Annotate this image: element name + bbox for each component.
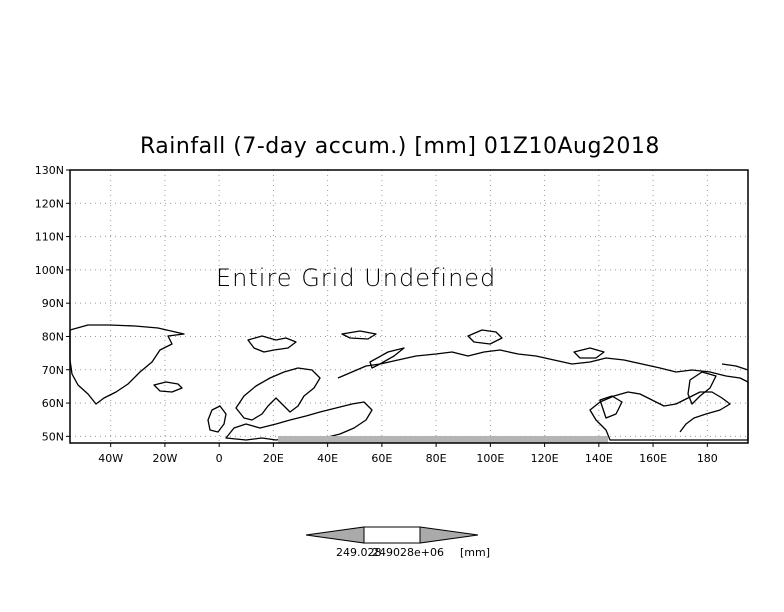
lon-tick-label: 180 (697, 452, 718, 465)
coastline-severnaya (467, 329, 503, 345)
lon-tick-label: 40W (98, 452, 123, 465)
lon-tick-label: 140E (585, 452, 613, 465)
coastline-asia (337, 349, 749, 441)
lat-tick-label: 130N (35, 164, 64, 177)
colorbar-right-label: 249028e+06 (372, 546, 444, 559)
lon-tick-label: 100E (476, 452, 504, 465)
lat-tick-label: 90N (42, 297, 64, 310)
lat-tick-label: 60N (42, 397, 64, 410)
undefined-band (278, 436, 608, 443)
coastline-svalbard (247, 335, 297, 353)
lat-tick-label: 70N (42, 364, 64, 377)
grid-lines (70, 170, 748, 443)
plot-frame (69, 169, 749, 444)
coastline-new-siberian (573, 347, 605, 359)
coastlines (69, 324, 749, 441)
lon-axis: 40W 20W 0 20E 40E 60E 80E 100E 120E 140E 160E 180 (98, 443, 718, 465)
lon-tick-label: 120E (531, 452, 559, 465)
coastline-novaya-zemlya (369, 347, 405, 369)
lat-tick-label: 80N (42, 330, 64, 343)
coastline-scandinavia (235, 367, 321, 421)
colorbar: 249.028 249028e+06 [mm] (305, 526, 490, 559)
lat-tick-label: 50N (42, 430, 64, 443)
lon-tick-label: 20W (152, 452, 177, 465)
lat-tick-label: 110N (35, 231, 64, 244)
coastline-franz-josef (341, 330, 377, 340)
colorbar-left-arrow (305, 526, 365, 544)
lon-tick-label: 80E (426, 452, 447, 465)
lon-tick-label: 160E (639, 452, 667, 465)
coastline-alaska (721, 363, 749, 371)
lat-tick-label: 120N (35, 197, 64, 210)
map-title: Rainfall (7-day accum.) [mm] 01Z10Aug201… (140, 134, 660, 159)
colorbar-right-arrow (419, 526, 479, 544)
colorbar-left-label: 249.028 (336, 546, 382, 559)
colorbar-middle (363, 526, 421, 544)
coastline-uk (207, 405, 227, 433)
colorbar-units: [mm] (460, 546, 490, 559)
lon-tick-label: 60E (371, 452, 392, 465)
coastline-greenland (69, 324, 185, 405)
lat-axis: 130N 120N 110N 100N 90N 80N 70N 60N 50N (35, 164, 70, 443)
lat-tick-label: 100N (35, 264, 64, 277)
coastline-okhotsk (599, 395, 623, 419)
coastline-kamchatka (687, 371, 717, 405)
coastline-europe (225, 401, 373, 441)
lon-tick-label: 40E (317, 452, 338, 465)
coastline-iceland (153, 381, 183, 393)
lon-tick-label: 0 (216, 452, 223, 465)
undefined-grid-note: Entire Grid Undefined (216, 264, 497, 292)
lon-tick-label: 20E (263, 452, 284, 465)
